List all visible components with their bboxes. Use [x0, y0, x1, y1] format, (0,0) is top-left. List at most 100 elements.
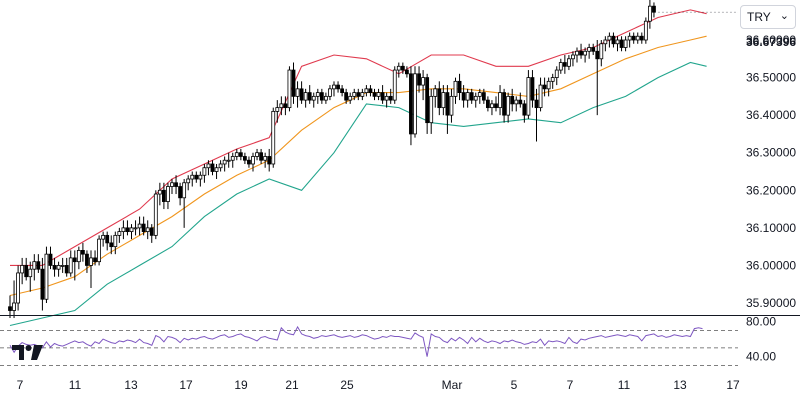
candle-body — [579, 50, 583, 56]
candle-body — [279, 103, 284, 109]
candle — [149, 224, 154, 243]
candle-body — [469, 92, 474, 101]
candle-body — [109, 242, 114, 248]
candle — [68, 250, 73, 277]
time-tick-label: 13 — [673, 378, 687, 392]
candle-body — [299, 88, 304, 101]
candle-body — [635, 35, 640, 41]
candle — [319, 88, 324, 104]
candle-body — [125, 227, 130, 233]
candle-body — [242, 156, 247, 161]
candle-body — [429, 95, 434, 124]
candle — [485, 96, 490, 112]
currency-select[interactable]: TRY ⌄ — [740, 5, 796, 29]
candle — [554, 66, 559, 86]
candle — [230, 152, 235, 168]
candle — [400, 62, 405, 74]
candle-body — [522, 103, 527, 116]
candle — [340, 85, 345, 97]
band-lower-line — [9, 61, 707, 327]
candle — [336, 81, 340, 93]
candle-body — [453, 80, 458, 97]
candle — [117, 227, 122, 243]
candle-body — [567, 58, 571, 67]
candle-body — [186, 178, 191, 184]
candle-body — [514, 99, 519, 105]
candle-body — [97, 238, 101, 263]
candle — [481, 88, 486, 104]
candle — [376, 88, 381, 101]
candle — [81, 242, 85, 262]
candle — [558, 58, 563, 74]
candle-body — [554, 69, 559, 78]
time-tick-label: 17 — [179, 378, 193, 392]
candle — [571, 51, 575, 67]
candle — [437, 81, 442, 116]
candle-body — [623, 39, 628, 48]
candle-body — [141, 223, 146, 233]
candle — [153, 190, 158, 240]
tradingview-logo[interactable] — [12, 343, 44, 366]
candle — [198, 171, 203, 187]
candle — [186, 175, 191, 191]
candle — [550, 73, 555, 89]
time-tick-label: 19 — [234, 378, 248, 392]
candle-body — [315, 92, 320, 97]
candle — [214, 163, 219, 180]
candle — [635, 32, 640, 44]
time-tick-label: 5 — [511, 378, 518, 392]
candle — [538, 77, 543, 112]
candle-body — [287, 69, 292, 109]
candle-body — [603, 39, 608, 45]
candle — [368, 85, 373, 97]
candle — [587, 43, 592, 59]
candle — [473, 92, 478, 108]
candle-body — [275, 107, 280, 112]
candle-body — [48, 253, 53, 266]
candle — [360, 88, 365, 101]
candle — [453, 77, 458, 104]
candle — [445, 85, 450, 134]
candle — [364, 85, 369, 97]
time-tick-label: 7 — [17, 378, 24, 392]
candle — [611, 32, 616, 48]
candle-body — [218, 163, 223, 169]
candle-body — [68, 257, 73, 274]
candle-body — [485, 99, 490, 109]
candle — [279, 96, 284, 116]
time-tick-label: 21 — [285, 378, 299, 392]
price-tick-label: 35.90000 — [746, 296, 796, 310]
candle-body — [222, 159, 227, 165]
candle — [291, 62, 296, 104]
candle-body — [481, 92, 486, 101]
candle — [299, 81, 304, 104]
candle-body — [44, 253, 49, 300]
price-tick-label: 36.30000 — [746, 146, 796, 160]
candle — [457, 73, 462, 101]
candle — [307, 85, 312, 104]
candle-body — [473, 95, 478, 101]
candle-body — [413, 73, 417, 135]
candle — [603, 36, 608, 52]
candle-body — [364, 88, 369, 94]
candle — [579, 43, 583, 59]
rsi-tick-label: 40.00 — [746, 350, 776, 364]
candle-body — [643, 20, 648, 41]
candle — [404, 66, 409, 78]
candle — [619, 36, 624, 52]
candle — [465, 88, 470, 108]
candle — [283, 96, 288, 116]
candle-body — [194, 174, 199, 180]
candle-body — [465, 92, 470, 101]
candle — [20, 257, 25, 285]
candle-body — [101, 234, 106, 240]
candle-body — [161, 189, 166, 202]
candle-body — [226, 159, 231, 162]
candle-body — [562, 62, 567, 67]
time-tick-label: 11 — [618, 378, 631, 392]
candle — [607, 32, 612, 48]
candlestick-series — [8, 0, 738, 319]
candle-body — [319, 92, 324, 101]
candle — [490, 100, 494, 116]
